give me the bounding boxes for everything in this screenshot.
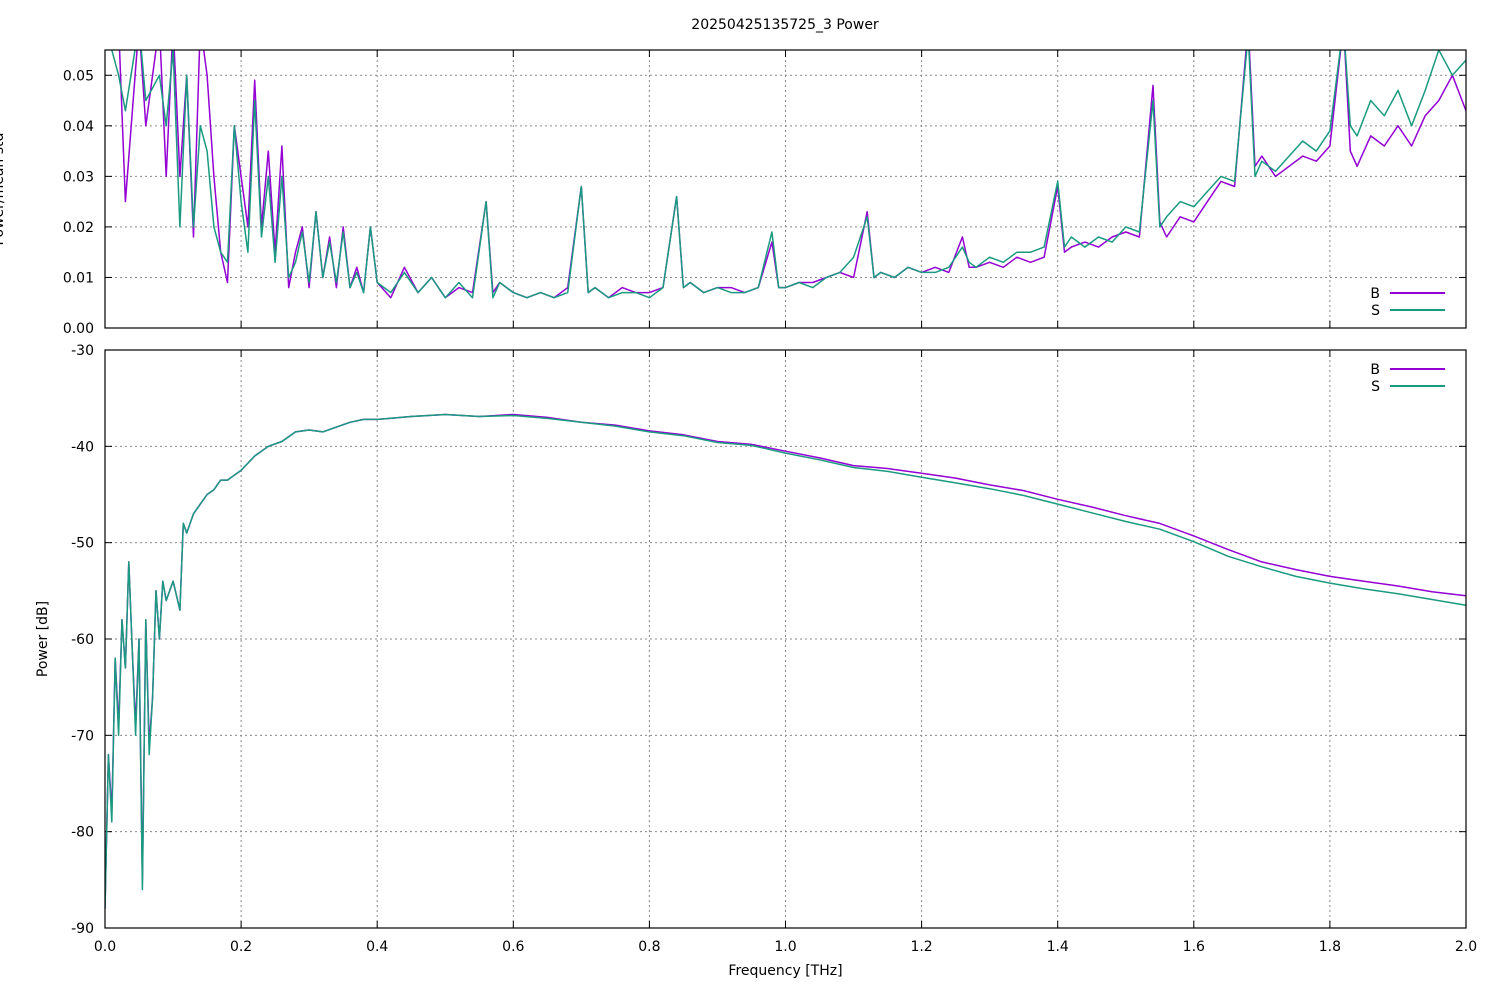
legend-label-s: S — [1371, 303, 1380, 319]
plot-frame — [104, 49, 1467, 329]
legend-label-s: S — [1371, 379, 1380, 395]
x-tick-label: 1.8 — [1319, 939, 1341, 955]
y-tick-label: 0.04 — [63, 119, 94, 135]
y-axis-label: Power/mean std — [0, 133, 7, 246]
x-tick-label: 1.4 — [1047, 939, 1069, 955]
y-tick-label: -30 — [71, 343, 94, 359]
y-axis-label: Power [dB] — [35, 601, 51, 677]
chart-title: 20250425135725_3 Power — [691, 17, 879, 33]
x-axis-label: Frequency [THz] — [728, 963, 842, 979]
x-tick-label: 0.4 — [366, 939, 388, 955]
legend-label-b: B — [1370, 286, 1380, 302]
x-tick-label: 1.6 — [1183, 939, 1205, 955]
legend-label-b: B — [1370, 362, 1380, 378]
y-tick-label: -50 — [71, 536, 94, 552]
y-tick-label: 0.01 — [63, 270, 94, 286]
power-db-plot: 0.0 0.2 0.4 0.6 0.8 1.0 1.2 1.4 1.6 1.8 2.0 -90 -80 -… — [35, 343, 1477, 979]
y-tick-label: 0.05 — [63, 68, 94, 84]
series-line-b — [118, 50, 1466, 299]
y-tick-label: -60 — [71, 632, 94, 648]
x-tick-label: 2.0 — [1455, 939, 1477, 955]
x-tick-label: 1.0 — [774, 939, 796, 955]
y-tick-label: -80 — [71, 825, 94, 841]
series-line-s — [111, 50, 1466, 299]
x-tick-label: 0.6 — [502, 939, 524, 955]
series-line-s — [105, 413, 1466, 909]
x-tick-label: 0.8 — [638, 939, 660, 955]
y-tick-label: 0.00 — [63, 321, 94, 337]
y-tick-label: -90 — [71, 921, 94, 937]
plot-frame — [104, 349, 1467, 929]
y-tick-label: 0.02 — [63, 220, 94, 236]
x-tick-label: 0.0 — [94, 939, 116, 955]
y-tick-label: -40 — [71, 439, 94, 455]
y-tick-label: -70 — [71, 728, 94, 744]
x-tick-label: 0.2 — [230, 939, 252, 955]
normalized-power-plot: 0.00 0.01 0.02 0.03 0.04 0.05 BS Power/mean std — [0, 49, 1467, 337]
x-tick-label: 1.2 — [910, 939, 932, 955]
y-tick-label: 0.03 — [63, 169, 94, 185]
